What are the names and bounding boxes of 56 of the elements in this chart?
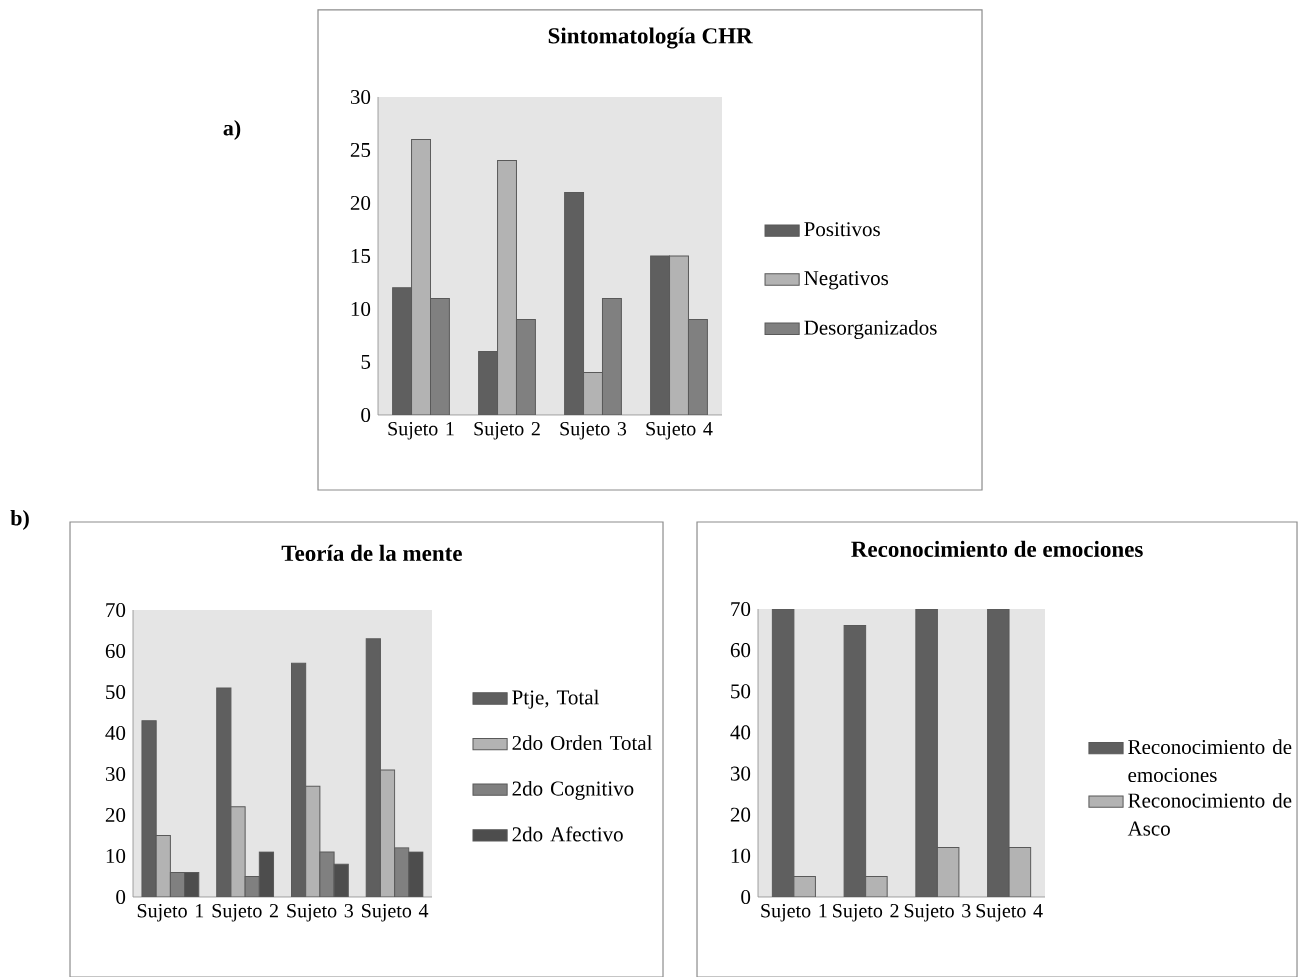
y-tick-label: 20 xyxy=(350,195,371,211)
y-tick-label: 30 xyxy=(105,766,126,782)
legend-label: Desorganizados xyxy=(804,319,937,340)
legend-label: Ptje, Total xyxy=(512,689,599,709)
text: b) xyxy=(10,510,29,530)
y-tick-label: 50 xyxy=(731,684,751,699)
chart-title: Reconocimiento de emociones xyxy=(851,540,1143,557)
y-tick-label: 25 xyxy=(350,142,371,158)
x-tick-label: Sujeto 4 xyxy=(362,904,429,922)
y-tick-label: 50 xyxy=(106,684,126,700)
legend-label: Negativos xyxy=(804,271,889,290)
y-tick-label: 60 xyxy=(730,643,751,658)
y-tick-label: 10 xyxy=(731,848,751,863)
legend-label: Reconocimiento de emociones xyxy=(1128,739,1292,783)
x-tick-label: Sujeto 4 xyxy=(646,422,713,440)
bar xyxy=(865,875,888,897)
bar xyxy=(936,847,960,897)
y-tick-label: 5 xyxy=(361,355,371,369)
y-tick-label: 20 xyxy=(105,807,126,823)
y-tick-label: 15 xyxy=(351,248,371,264)
legend-label: 2do Cognitivo xyxy=(512,780,634,800)
y-tick-label: 0 xyxy=(116,889,126,905)
x-tick-label: Sujeto 2 xyxy=(474,422,540,440)
legend-label: Positivos xyxy=(804,222,880,237)
x-tick-label: Sujeto 3 xyxy=(287,904,353,922)
bar xyxy=(497,160,517,415)
legend-label: 2do Orden Total xyxy=(512,735,653,751)
y-tick-label: 10 xyxy=(106,848,126,864)
bar xyxy=(669,255,689,415)
bar xyxy=(1008,847,1032,897)
y-tick-label: 20 xyxy=(730,807,751,822)
text: a) xyxy=(223,120,241,140)
x-tick-label: Sujeto 3 xyxy=(560,422,627,440)
legend-label: 2do Afectivo xyxy=(512,826,623,842)
x-tick-label: Sujeto 3 xyxy=(904,904,971,922)
y-tick-label: 70 xyxy=(731,601,751,617)
y-tick-label: 60 xyxy=(105,643,126,659)
x-tick-label: Sujeto 4 xyxy=(976,904,1043,922)
bar xyxy=(411,138,431,415)
chart-title: Sintomatología CHR xyxy=(548,27,753,49)
x-tick-label: Sujeto 1 xyxy=(761,904,827,922)
y-tick-label: 40 xyxy=(105,725,126,741)
x-tick-label: Sujeto 2 xyxy=(833,904,899,922)
legend-label: Reconocimiento de Asco xyxy=(1127,792,1292,836)
x-tick-label: Sujeto 1 xyxy=(137,904,204,922)
y-tick-label: 0 xyxy=(741,889,751,905)
y-tick-label: 10 xyxy=(351,301,371,317)
x-tick-label: Sujeto 1 xyxy=(388,422,454,440)
chart-title: Teoría de la mente xyxy=(281,544,462,562)
y-tick-label: 30 xyxy=(350,89,371,105)
y-tick-label: 0 xyxy=(361,407,371,423)
y-tick-label: 40 xyxy=(730,725,751,740)
bar xyxy=(583,372,603,415)
y-tick-label: 30 xyxy=(730,766,751,781)
y-tick-label: 70 xyxy=(106,602,126,618)
x-tick-label: Sujeto 2 xyxy=(212,904,278,922)
